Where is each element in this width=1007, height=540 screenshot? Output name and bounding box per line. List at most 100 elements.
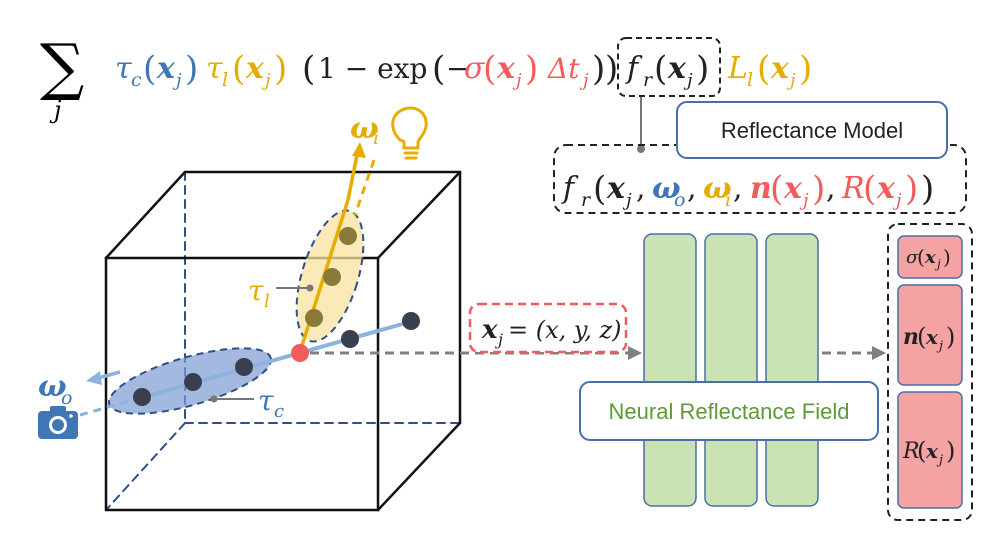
f-subscript: r bbox=[643, 69, 654, 91]
rm-comma-2: , bbox=[687, 171, 697, 206]
rm-R-lparen: ( bbox=[863, 169, 876, 209]
rm-omega-i-subscript: i bbox=[725, 189, 731, 211]
tau-c-rparen: ) bbox=[185, 49, 198, 89]
L-subscript: l bbox=[747, 69, 753, 91]
network-label-box bbox=[579, 381, 879, 441]
output-R-x: x bbox=[925, 439, 939, 463]
opacity-term: ( 1 − exp ( − σ ( x j ) Δt j ) ) bbox=[302, 49, 618, 91]
network-label: Neural Reflectance Field bbox=[609, 399, 850, 424]
output-R-lparen: ( bbox=[917, 437, 926, 465]
tau-c-x: x bbox=[156, 51, 176, 86]
sigma-term: σ ( x j ) Δt j bbox=[464, 49, 589, 91]
rm-n: n bbox=[750, 171, 772, 206]
rm-R: R bbox=[841, 171, 865, 206]
output-reflectance-box bbox=[897, 391, 963, 509]
rm-omega-o: ω bbox=[652, 171, 681, 206]
output-sigma-x: x bbox=[924, 247, 936, 268]
sample-point-coords: = (x, y, z) bbox=[508, 316, 622, 344]
camera-sample-point bbox=[184, 373, 202, 391]
sample-point-x: x bbox=[481, 315, 498, 345]
rm-comma-1: , bbox=[636, 171, 646, 206]
reflectance-model-label: Reflectance Model bbox=[721, 118, 903, 143]
output-density-box bbox=[897, 235, 963, 279]
light-ray-arrowhead bbox=[352, 142, 366, 158]
output-normal-box bbox=[897, 284, 963, 386]
sample-point-x-subscript: j bbox=[495, 330, 503, 349]
light-bulb-icon bbox=[391, 106, 428, 160]
light-sample-point bbox=[305, 309, 323, 327]
L-x-subscript: j bbox=[786, 70, 796, 91]
camera-sample-point bbox=[133, 388, 151, 406]
reflectance-connector-dot bbox=[637, 145, 645, 153]
omega-o-subscript: o bbox=[61, 387, 72, 409]
rm-R-x: x bbox=[876, 171, 896, 206]
exp-rparen: ) bbox=[592, 49, 605, 89]
tau-c-label: τ bbox=[258, 384, 274, 417]
rm-comma-4: , bbox=[826, 171, 836, 206]
sigma-x-subscript: j bbox=[512, 70, 522, 91]
light-ray bbox=[295, 142, 376, 353]
outputs-dashed-box bbox=[887, 223, 973, 521]
rm-n-x: x bbox=[783, 171, 803, 206]
volume-cube bbox=[104, 170, 462, 512]
network-layer bbox=[643, 233, 697, 507]
L-x: x bbox=[770, 51, 790, 86]
f-x: x bbox=[667, 51, 687, 86]
exp-minus: − bbox=[446, 52, 469, 85]
camera-transmittance-term: τ c ( x j ) bbox=[115, 49, 198, 91]
f-x-subscript: j bbox=[683, 70, 693, 91]
sigma-rparen: ) bbox=[525, 49, 538, 89]
rm-n-lparen: ( bbox=[770, 169, 783, 209]
rm-n-rparen: ) bbox=[812, 169, 825, 209]
rm-omega-o-subscript: o bbox=[674, 189, 685, 211]
cube-top-left-edge bbox=[104, 170, 187, 260]
camera-ray-dashed bbox=[79, 396, 141, 417]
neural-network bbox=[643, 233, 819, 507]
camera-icon bbox=[38, 406, 78, 439]
cube-top-right-edge bbox=[376, 170, 462, 260]
tau-c-x-subscript: j bbox=[172, 70, 182, 91]
omega-o-symbol: ω bbox=[38, 369, 67, 404]
f-rparen: ) bbox=[696, 49, 709, 89]
output-R: R bbox=[902, 439, 920, 464]
tau-c-label-subscript: c bbox=[274, 401, 284, 422]
tau-l-subscript: l bbox=[222, 69, 228, 91]
rm-normal-term: n ( x j ) bbox=[750, 169, 825, 211]
sigma-lparen: ( bbox=[483, 49, 496, 89]
network-layer bbox=[765, 233, 819, 507]
camera-ray bbox=[79, 312, 420, 417]
tau-c-leader-dot bbox=[210, 395, 218, 403]
sum-symbol: ∑ bbox=[40, 30, 84, 103]
output-sigma-lparen: ( bbox=[917, 245, 925, 269]
tau-c-lparen: ( bbox=[143, 49, 156, 89]
delta-t: Δt bbox=[547, 52, 580, 85]
rm-R-rparen: ) bbox=[905, 169, 918, 209]
camera-direction-arrowhead bbox=[86, 371, 102, 385]
L-symbol: L bbox=[727, 51, 748, 86]
output-sigma-rparen: ) bbox=[943, 245, 951, 269]
rm-omega-i: ω bbox=[703, 171, 732, 206]
cube-hidden-edge-diagonal bbox=[105, 422, 186, 511]
rm-f-subscript: r bbox=[581, 189, 592, 211]
exp-lparen: ( bbox=[432, 49, 445, 89]
tau-l-symbol: τ bbox=[206, 51, 223, 86]
light-sample-point bbox=[339, 227, 357, 245]
omega-i-symbol: ω bbox=[350, 111, 379, 146]
tau-l-x-subscript: j bbox=[261, 70, 271, 91]
tau-c-symbol: τ bbox=[115, 51, 132, 86]
omega-i-subscript: i bbox=[373, 127, 379, 149]
tau-l-lparen: ( bbox=[232, 49, 245, 89]
sample-point-box bbox=[468, 302, 628, 354]
reflectance-model-args: f r ( x j , ω o , ω i , n ( x j ) , R ( … bbox=[561, 169, 934, 211]
camera-sample-point bbox=[235, 358, 253, 376]
tau-l-label: τ bbox=[248, 274, 264, 307]
opacity-outer-rparen: ) bbox=[605, 49, 618, 89]
light-term: L l ( x j ) bbox=[727, 49, 812, 91]
light-ray-upper bbox=[346, 149, 360, 201]
rm-x-subscript: j bbox=[622, 190, 632, 211]
sigma-x: x bbox=[496, 51, 516, 86]
one-minus-exp: 1 − exp bbox=[318, 52, 427, 85]
shading-point-xj bbox=[291, 344, 309, 362]
light-ray-dashed bbox=[353, 159, 376, 216]
